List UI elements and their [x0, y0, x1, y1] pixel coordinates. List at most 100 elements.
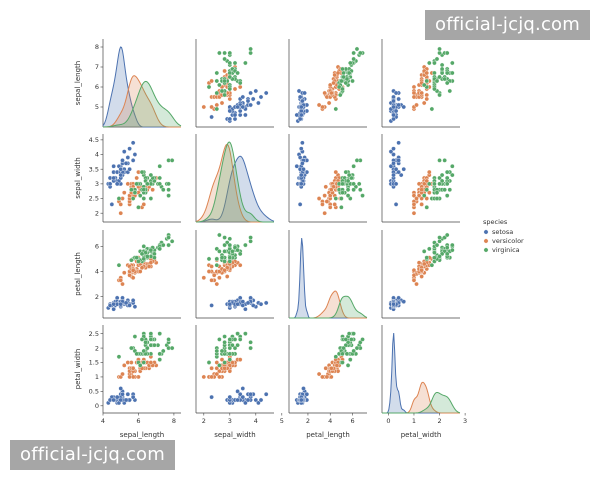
point-virginica-r0-c3-25 — [432, 60, 437, 66]
point-virginica-r3-c0-14 — [132, 334, 138, 339]
point-setosa-r0-c1-48 — [245, 98, 251, 104]
point-virginica-r0-c3-39 — [439, 66, 445, 72]
point-versicolor-r0-c3-49 — [419, 90, 424, 96]
point-virginica-r0-c1-21 — [222, 92, 227, 98]
kde-line-virginica-petal_width — [382, 391, 461, 414]
point-setosa-r2-c0-14 — [132, 304, 138, 309]
point-setosa-r0-c1-41 — [209, 114, 214, 120]
point-virginica-r3-c2-31 — [354, 345, 360, 351]
point-virginica-r1-c0-18 — [166, 193, 171, 198]
point-setosa-r2-c0-22 — [111, 306, 116, 312]
point-setosa-r2-c0-48 — [123, 300, 129, 306]
ytick-label-petal_width-1: 1 — [95, 373, 99, 381]
point-virginica-r3-c1-19 — [206, 360, 212, 365]
point-virginica-r1-c2-9 — [351, 163, 356, 169]
point-versicolor-r0-c3-36 — [424, 70, 430, 76]
xtick-label-petal_length-4: 4 — [328, 417, 332, 425]
point-versicolor-r1-c2-37 — [332, 202, 337, 207]
point-virginica-r1-c0-6 — [116, 196, 122, 201]
point-virginica-r3-c0-30 — [160, 348, 166, 354]
point-setosa-r1-c3-48 — [391, 161, 396, 166]
point-virginica-r1-c2-18 — [360, 193, 365, 198]
point-virginica-r1-c3-48 — [444, 169, 450, 175]
point-virginica-r1-c3-46 — [434, 196, 440, 201]
point-virginica-r2-c0-35 — [166, 242, 171, 248]
point-versicolor-r0-c3-31 — [411, 94, 417, 100]
legend-label-virginica: virginica — [492, 246, 520, 254]
point-versicolor-r1-c2-49 — [329, 187, 334, 193]
point-virginica-r0-c3-49 — [432, 86, 437, 92]
point-setosa-r1-c2-41 — [297, 202, 303, 207]
point-versicolor-r1-c3-37 — [419, 202, 424, 207]
point-virginica-r3-c1-18 — [217, 337, 222, 342]
point-setosa-r1-c3-37 — [388, 163, 394, 169]
point-virginica-r0-c2-31 — [354, 46, 360, 52]
point-setosa-r1-c2-22 — [294, 163, 300, 169]
point-setosa-r0-c2-47 — [298, 112, 304, 118]
point-virginica-r1-c3-24 — [439, 172, 445, 178]
point-virginica-r0-c3-32 — [442, 76, 447, 82]
point-virginica-r0-c2-21 — [337, 92, 343, 98]
point-virginica-r0-c3-29 — [427, 60, 432, 66]
point-setosa-r3-c1-23 — [235, 389, 240, 394]
point-setosa-r0-c3-47 — [391, 112, 396, 118]
point-setosa-r2-c1-22 — [243, 306, 248, 312]
point-setosa-r1-c0-46 — [120, 158, 125, 163]
ytick-label-sepal_length-5: 5 — [95, 103, 99, 111]
point-versicolor-r1-c3-48 — [414, 196, 419, 201]
point-virginica-r1-c2-42 — [340, 190, 345, 195]
point-versicolor-r3-c0-48 — [120, 371, 125, 377]
point-versicolor-r3-c1-36 — [230, 360, 235, 365]
point-setosa-r0-c1-14 — [253, 88, 259, 94]
point-setosa-r1-c2-43 — [301, 166, 306, 172]
point-virginica-r2-c3-31 — [437, 239, 442, 244]
ylabel-sepal_width: sepal_width — [74, 157, 82, 198]
point-setosa-r3-c0-31 — [125, 391, 131, 397]
point-virginica-r3-c0-44 — [148, 331, 154, 336]
xtick-label-petal_width-0: 0 — [386, 417, 390, 425]
point-virginica-r0-c3-44 — [450, 70, 455, 76]
point-setosa-r0-c3-49 — [391, 104, 396, 110]
point-versicolor-r3-c0-36 — [148, 360, 154, 365]
point-setosa-r2-c1-33 — [258, 301, 264, 307]
point-virginica-r1-c3-34 — [421, 193, 427, 198]
point-virginica-r3-c1-46 — [214, 348, 220, 354]
point-virginica-r3-c0-21 — [129, 345, 134, 351]
ytick-label-sepal_length-7: 7 — [95, 63, 99, 71]
point-setosa-r1-c3-45 — [393, 181, 399, 187]
point-virginica-r1-c2-19 — [339, 205, 344, 210]
point-versicolor-r0-c1-9 — [219, 100, 225, 106]
point-setosa-r0-c2-49 — [298, 104, 304, 110]
point-setosa-r1-c0-43 — [118, 166, 124, 172]
point-virginica-r0-c1-34 — [217, 82, 222, 88]
point-virginica-r0-c1-33 — [222, 78, 227, 84]
point-versicolor-r2-c0-9 — [121, 270, 127, 276]
point-versicolor-r1-c0-37 — [141, 202, 147, 207]
point-setosa-r1-c3-40 — [393, 166, 399, 172]
point-virginica-r0-c1-6 — [214, 106, 220, 112]
point-virginica-r0-c2-30 — [351, 56, 356, 62]
point-virginica-r3-c1-17 — [248, 340, 253, 345]
legend-marker-setosa — [483, 229, 489, 235]
point-setosa-r2-c3-43 — [401, 299, 407, 304]
point-virginica-r0-c3-30 — [434, 56, 440, 62]
point-virginica-r1-c0-42 — [132, 190, 138, 195]
point-virginica-r2-c1-42 — [219, 255, 225, 260]
point-setosa-r0-c1-49 — [235, 104, 240, 110]
kde-fill-setosa-sepal_width — [196, 156, 274, 222]
xtick-label-sepal_length-8: 8 — [172, 417, 176, 425]
point-setosa-r1-c0-41 — [109, 202, 115, 207]
point-setosa-r1-c0-47 — [111, 175, 116, 181]
point-versicolor-r3-c1-48 — [214, 371, 220, 377]
point-virginica-r1-c0-30 — [160, 187, 166, 193]
point-virginica-r0-c1-29 — [227, 60, 233, 66]
point-versicolor-r2-c1-14 — [224, 274, 230, 279]
ytick-label-petal_width-0.5: 0.5 — [89, 388, 99, 396]
point-setosa-r3-c1-45 — [227, 394, 233, 400]
point-versicolor-r1-c2-10 — [322, 210, 327, 216]
point-versicolor-r2-c0-21 — [137, 269, 143, 274]
point-virginica-r2-c3-34 — [421, 249, 427, 254]
point-virginica-r0-c3-34 — [421, 82, 427, 88]
kde-fill-versicolor-sepal_width — [196, 144, 274, 222]
point-virginica-r1-c3-17 — [442, 158, 447, 163]
